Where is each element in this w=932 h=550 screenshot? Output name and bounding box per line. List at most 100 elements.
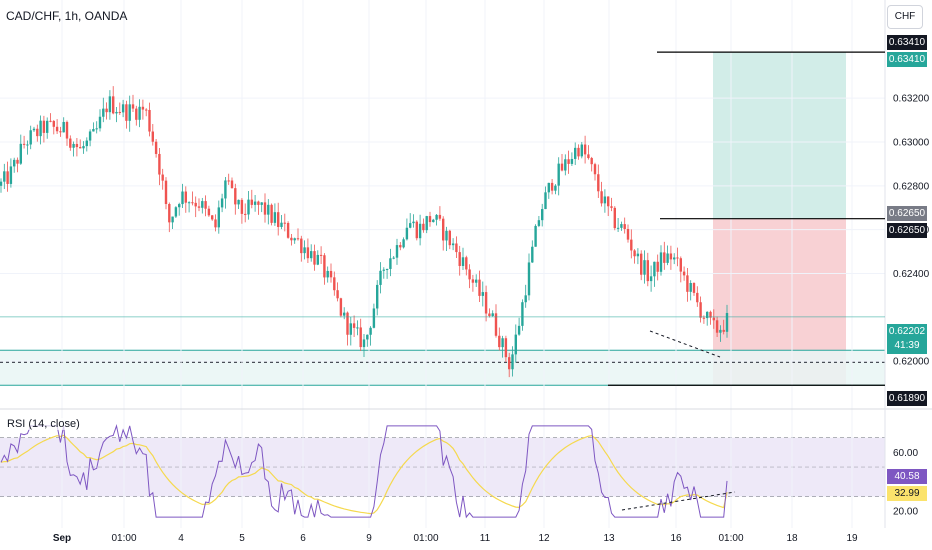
- candle-body: [303, 247, 306, 254]
- candle-body: [151, 131, 154, 142]
- rsi-tick-label: 60.00: [893, 448, 918, 459]
- candle-body: [227, 180, 230, 182]
- candle-body: [19, 143, 22, 164]
- candle-body: [131, 104, 135, 109]
- candle-body: [422, 223, 425, 231]
- candle-body: [82, 146, 85, 149]
- candle-body: [220, 198, 224, 208]
- candle-body: [174, 207, 178, 217]
- candle-body: [557, 163, 560, 186]
- candle-body: [412, 221, 415, 224]
- price-tick-label: 0.63200: [893, 94, 930, 105]
- symbol-title[interactable]: CAD/CHF, 1h, OANDA: [6, 9, 128, 23]
- time-tick-label: 01:00: [413, 533, 438, 544]
- candle-body: [491, 313, 494, 316]
- candle-body: [603, 196, 607, 204]
- entry-price-label: 0.62650: [887, 206, 927, 221]
- candle-body: [280, 222, 283, 227]
- candle-body: [141, 106, 145, 110]
- rsi-indicator-title[interactable]: RSI (14, close): [5, 418, 82, 430]
- candle-body: [425, 216, 428, 231]
- candle-body: [178, 204, 181, 208]
- currency-button[interactable]: CHF: [887, 5, 923, 29]
- candle-body: [547, 182, 550, 193]
- candle-body: [455, 243, 458, 253]
- candle-body: [121, 104, 125, 113]
- candle-body: [135, 108, 138, 120]
- candle-body: [168, 204, 171, 223]
- candle-body: [534, 225, 537, 247]
- price-divergence-line: [649, 330, 721, 358]
- candle-body: [9, 166, 13, 184]
- candle-body: [600, 191, 603, 204]
- candle-body: [574, 147, 577, 159]
- zones-layer: [0, 52, 885, 497]
- candle-body: [432, 219, 435, 223]
- candle-body: [306, 247, 310, 259]
- candle-body: [428, 216, 432, 223]
- candle-body: [336, 290, 339, 299]
- time-tick-label: 18: [786, 533, 798, 544]
- candle-body: [164, 180, 168, 205]
- candle-body: [283, 222, 286, 224]
- candle-body: [52, 121, 55, 127]
- candle-body: [362, 339, 366, 348]
- candle-body: [636, 253, 640, 257]
- candle-body: [451, 243, 455, 246]
- candle-body: [669, 253, 673, 260]
- candle-body: [550, 182, 554, 191]
- time-tick-label: 16: [670, 533, 682, 544]
- candle-body: [204, 201, 207, 209]
- candle-body: [49, 120, 52, 122]
- candle-body: [0, 181, 3, 186]
- candle-body: [286, 222, 290, 238]
- candle-body: [435, 214, 438, 220]
- candle-body: [580, 144, 583, 157]
- price-tick-label: 0.62400: [893, 269, 930, 280]
- candle-body: [560, 163, 564, 171]
- candle-body: [65, 121, 69, 139]
- candle-body: [649, 276, 653, 282]
- candle-body: [115, 111, 118, 114]
- candle-body: [666, 253, 669, 263]
- candle-body: [290, 237, 293, 241]
- rsi-ma-badge: 32.99: [887, 486, 927, 501]
- candle-body: [715, 320, 719, 333]
- candle-body: [339, 298, 343, 316]
- candle-body: [382, 269, 385, 271]
- candle-body: [13, 159, 16, 167]
- candle-body: [517, 325, 521, 335]
- candle-body: [445, 230, 448, 241]
- candle-body: [257, 201, 260, 205]
- candle-body: [201, 201, 204, 208]
- candle-body: [346, 312, 349, 335]
- candle-body: [379, 270, 382, 285]
- candle-body: [702, 317, 706, 319]
- stop-line-badge: 0.61890: [887, 391, 927, 406]
- candle-body: [461, 257, 465, 266]
- candle-body: [79, 147, 82, 149]
- candle-body: [514, 334, 517, 355]
- candle-body: [527, 262, 531, 296]
- candle-body: [108, 96, 112, 113]
- time-tick-label: 19: [846, 533, 858, 544]
- candle-body: [653, 261, 656, 277]
- candle-body: [696, 292, 699, 303]
- candle-body: [465, 257, 468, 270]
- candle-body: [194, 202, 197, 207]
- candle-body: [613, 207, 616, 229]
- candle-body: [145, 109, 148, 111]
- candle-body: [567, 159, 570, 164]
- candle-body: [626, 228, 630, 240]
- time-tick-label: 9: [366, 533, 372, 544]
- candle-body: [270, 204, 273, 223]
- candle-body: [359, 327, 362, 348]
- candle-body: [488, 313, 491, 316]
- time-tick-label: 12: [538, 533, 550, 544]
- candle-body: [511, 354, 514, 370]
- candle-body: [36, 128, 39, 137]
- candle-body: [240, 199, 244, 214]
- candle-body: [475, 279, 478, 283]
- candle-body: [494, 313, 498, 336]
